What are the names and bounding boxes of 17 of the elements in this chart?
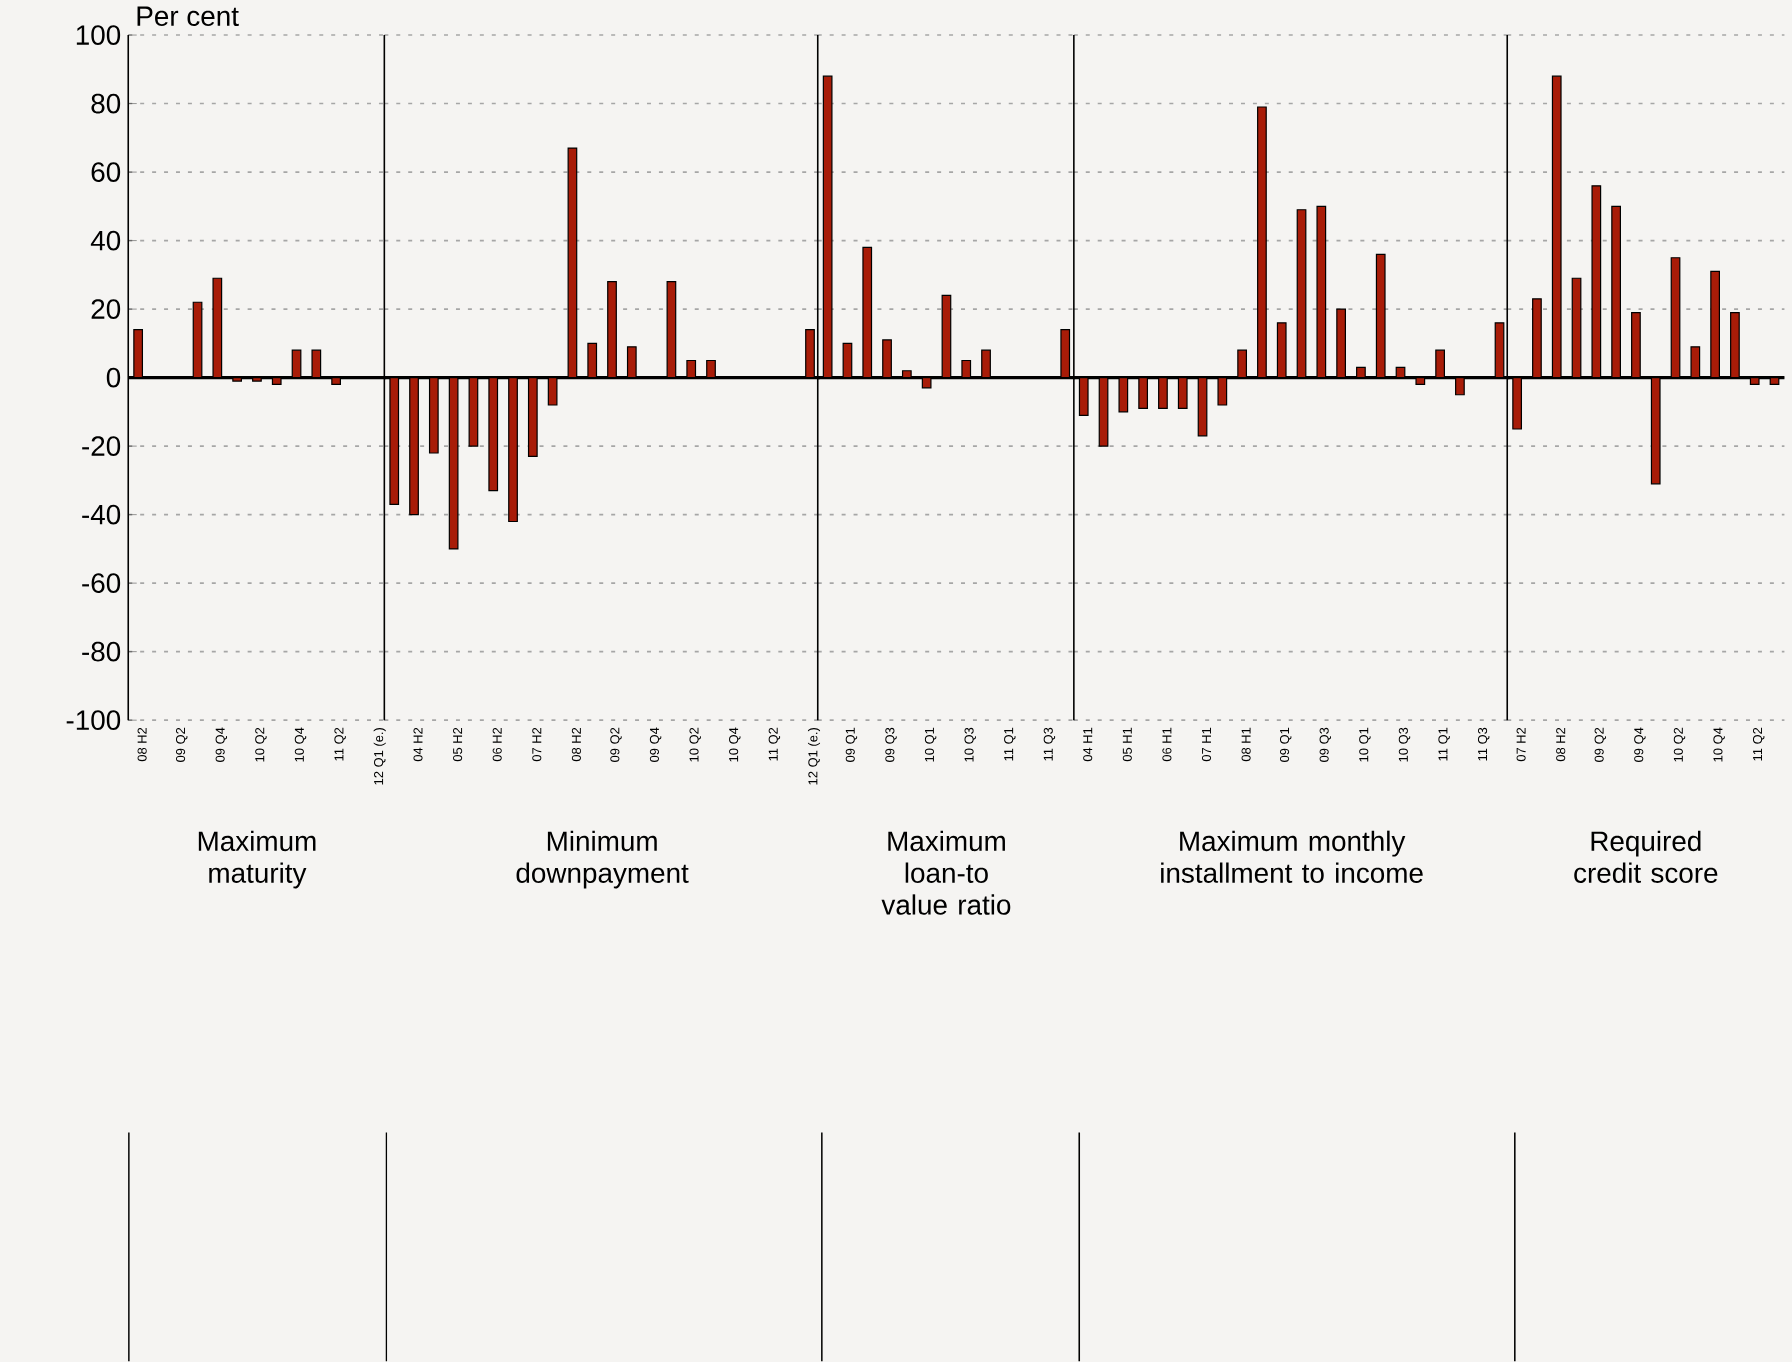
y-tick-label: 40: [90, 230, 121, 251]
text: Required credit score: [1574, 830, 1718, 883]
y-tick-label: -100: [66, 710, 121, 731]
text: Maximum monthly installment to income: [1161, 830, 1423, 883]
y-tick-label: -40: [82, 504, 121, 525]
y-tick-label: 60: [91, 162, 121, 182]
text: Maximum loan-to value ratio: [881, 830, 1011, 915]
y-tick-label: 0: [106, 367, 121, 388]
y-tick-label: -80: [82, 641, 121, 662]
y-tick-label: -20: [82, 436, 121, 456]
y-axis-title: Per cent: [137, 6, 239, 27]
y-tick-label: 80: [91, 93, 121, 114]
text: Maximum maturity: [198, 830, 316, 889]
y-tick-label: 20: [91, 299, 121, 319]
y-tick-label: -60: [82, 573, 121, 594]
y-tick-label: 100: [76, 25, 121, 45]
text: Minimum downpayment: [516, 830, 689, 889]
